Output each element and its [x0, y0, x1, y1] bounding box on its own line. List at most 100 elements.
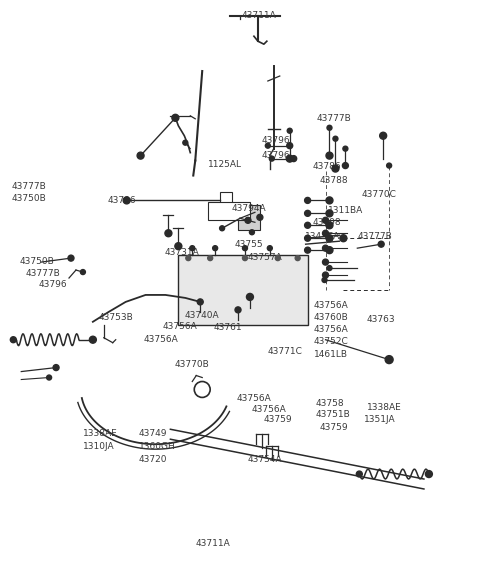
Circle shape — [89, 336, 96, 343]
Circle shape — [11, 337, 16, 343]
Circle shape — [286, 155, 293, 162]
Text: 43759: 43759 — [320, 423, 348, 432]
Circle shape — [81, 270, 85, 275]
Text: 43788: 43788 — [320, 176, 348, 185]
Circle shape — [213, 246, 217, 250]
Circle shape — [165, 230, 172, 237]
Text: 43796: 43796 — [108, 196, 136, 205]
Text: 1461LB: 1461LB — [313, 350, 348, 359]
Text: 43720: 43720 — [139, 455, 167, 464]
Circle shape — [305, 247, 311, 253]
Circle shape — [326, 235, 333, 242]
Text: 43755: 43755 — [235, 240, 264, 249]
Circle shape — [333, 136, 338, 141]
Circle shape — [68, 255, 74, 261]
Circle shape — [342, 162, 348, 169]
Circle shape — [332, 165, 339, 172]
Circle shape — [250, 230, 254, 235]
Circle shape — [305, 210, 311, 217]
Circle shape — [322, 277, 327, 283]
Text: 43752C: 43752C — [313, 337, 348, 346]
Circle shape — [276, 255, 280, 261]
Circle shape — [123, 197, 130, 204]
Circle shape — [387, 163, 392, 168]
Text: 43771C: 43771C — [268, 347, 303, 356]
Text: 43796: 43796 — [262, 136, 290, 145]
Text: 43759: 43759 — [264, 415, 292, 424]
Circle shape — [425, 470, 432, 478]
Text: 43761: 43761 — [213, 323, 242, 332]
Text: 43751B: 43751B — [315, 410, 350, 419]
Text: 43711A: 43711A — [242, 11, 277, 20]
Circle shape — [257, 214, 263, 221]
Text: 43757A: 43757A — [248, 253, 283, 262]
Text: 43756A: 43756A — [162, 322, 197, 331]
Circle shape — [326, 197, 333, 204]
Circle shape — [323, 272, 328, 278]
Circle shape — [246, 293, 253, 301]
Circle shape — [326, 222, 333, 229]
Circle shape — [137, 152, 144, 159]
Circle shape — [327, 125, 332, 130]
Text: 43777B: 43777B — [25, 268, 60, 277]
Text: 43777B: 43777B — [316, 114, 351, 124]
Text: 43756A: 43756A — [252, 405, 287, 414]
Circle shape — [287, 143, 293, 149]
Circle shape — [245, 217, 251, 223]
Circle shape — [242, 255, 248, 261]
Circle shape — [323, 245, 328, 251]
Text: 43798: 43798 — [312, 218, 341, 227]
Circle shape — [47, 375, 51, 380]
Text: 43794A: 43794A — [232, 204, 267, 213]
Text: 43758: 43758 — [315, 399, 344, 408]
Text: 1345CA: 1345CA — [305, 232, 340, 241]
Circle shape — [175, 243, 182, 250]
Circle shape — [340, 235, 347, 242]
Circle shape — [305, 197, 311, 204]
Text: 1360GH: 1360GH — [139, 442, 175, 451]
Circle shape — [378, 241, 384, 247]
Circle shape — [356, 471, 362, 477]
Text: 43756A: 43756A — [144, 335, 178, 344]
Text: 43786: 43786 — [312, 162, 341, 171]
Circle shape — [265, 143, 270, 148]
Circle shape — [327, 266, 332, 271]
Text: 43753B: 43753B — [99, 314, 133, 322]
Text: 43750B: 43750B — [12, 194, 46, 203]
Circle shape — [287, 128, 292, 133]
Circle shape — [305, 222, 311, 228]
Circle shape — [343, 146, 348, 151]
Circle shape — [208, 255, 213, 261]
Circle shape — [380, 132, 387, 139]
Text: 43740A: 43740A — [184, 311, 219, 320]
Circle shape — [323, 217, 328, 223]
Text: 43770C: 43770C — [361, 190, 396, 199]
Circle shape — [267, 246, 272, 250]
Circle shape — [190, 246, 195, 250]
Circle shape — [305, 235, 311, 241]
Text: 43754A: 43754A — [248, 455, 283, 464]
Text: 1338AE: 1338AE — [367, 403, 402, 412]
Text: 1310JA: 1310JA — [83, 442, 115, 451]
Circle shape — [385, 356, 393, 364]
Text: 43756A: 43756A — [313, 325, 348, 334]
Text: 43763: 43763 — [366, 315, 395, 324]
Circle shape — [53, 364, 59, 371]
Circle shape — [269, 156, 274, 161]
Circle shape — [197, 299, 203, 305]
Circle shape — [323, 230, 328, 236]
Circle shape — [295, 255, 300, 261]
Text: 43760B: 43760B — [313, 314, 348, 322]
Circle shape — [186, 255, 191, 261]
Text: 1338AE: 1338AE — [83, 429, 118, 438]
Circle shape — [326, 152, 333, 159]
FancyBboxPatch shape — [179, 255, 308, 325]
Text: 43796: 43796 — [38, 280, 67, 289]
Circle shape — [291, 156, 297, 162]
Text: 43749: 43749 — [139, 429, 167, 438]
FancyBboxPatch shape — [238, 205, 260, 230]
Circle shape — [326, 210, 333, 217]
Circle shape — [235, 307, 241, 313]
Text: 43750B: 43750B — [19, 257, 54, 266]
Text: 43777B: 43777B — [357, 232, 392, 241]
